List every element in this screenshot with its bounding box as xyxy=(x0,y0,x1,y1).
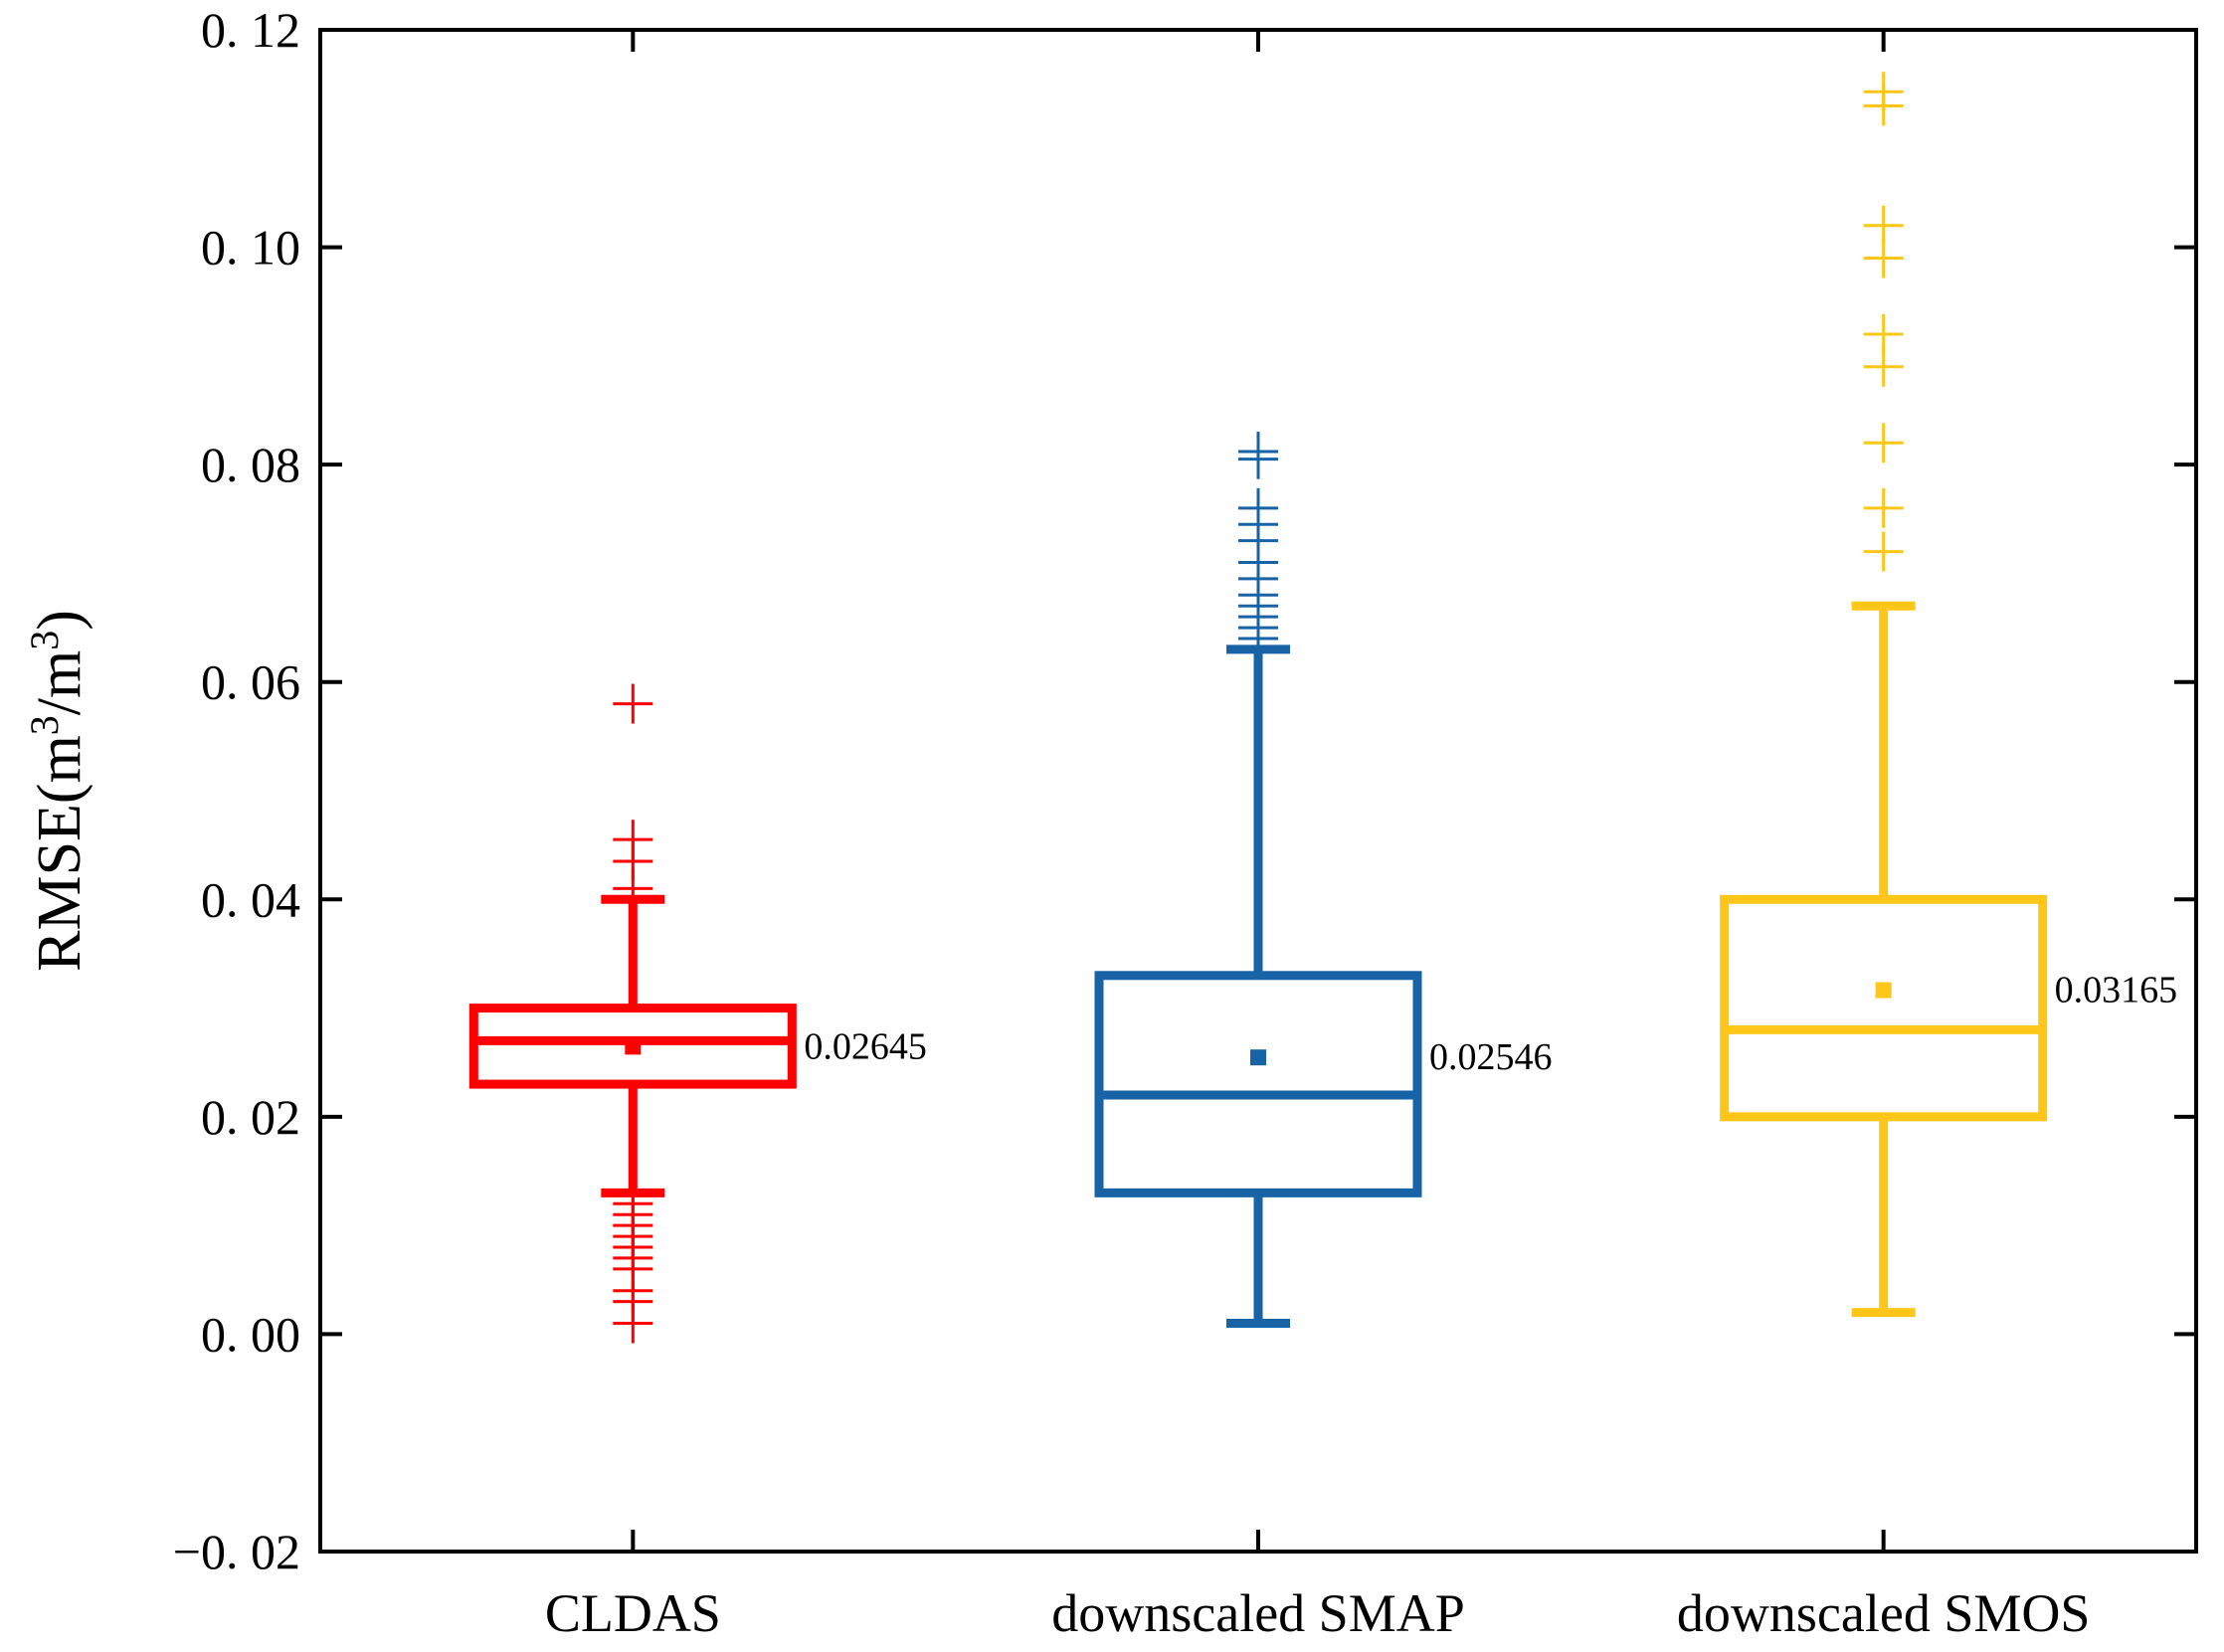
mean-label: 0.03165 xyxy=(2055,970,2178,1011)
y-tick-label: −0. 02 xyxy=(173,1524,300,1579)
box-group: 0.02546 xyxy=(1094,432,1553,1328)
mean-label: 0.02645 xyxy=(804,1025,927,1067)
mean-marker xyxy=(1875,982,1892,999)
plot-area: 0.02645 0.02546 0.03165 xyxy=(468,72,2178,1344)
outlier-marker xyxy=(1863,238,1904,278)
box-group: 0.02645 xyxy=(468,683,927,1344)
y-tick-label: 0. 10 xyxy=(201,220,300,275)
outlier-marker xyxy=(613,868,653,909)
y-axis: −0. 02 0. 00 0. 02 0. 04 0. 06 0. 08 0. 10 0. 1… xyxy=(173,2,2196,1579)
outlier-marker xyxy=(1863,423,1904,463)
y-tick-label: 0. 08 xyxy=(201,437,300,492)
box-iqr xyxy=(1094,971,1422,1197)
outlier-marker xyxy=(1863,531,1904,572)
mean-marker xyxy=(1250,1049,1266,1066)
y-tick-label: 0. 04 xyxy=(201,871,300,927)
x-category-label: downscaled SMAP xyxy=(1051,1583,1465,1643)
outlier-marker xyxy=(1863,86,1904,126)
outlier-marker xyxy=(1863,346,1904,387)
y-tick-label: 0. 06 xyxy=(201,654,300,710)
x-category-label: downscaled SMOS xyxy=(1677,1583,2091,1643)
y-tick-label: 0. 00 xyxy=(201,1306,300,1362)
outlier-marker xyxy=(613,1303,653,1344)
outlier-marker xyxy=(1238,439,1278,479)
outlier-marker xyxy=(1238,619,1278,658)
y-axis-label: RMSE(m3/m3) xyxy=(22,610,93,972)
mean-label: 0.02546 xyxy=(1429,1036,1553,1078)
x-axis: CLDAS downscaled SMAP downscaled SMOS xyxy=(545,30,2091,1643)
y-tick-label: 0. 12 xyxy=(201,2,300,58)
outlier-marker xyxy=(613,683,653,724)
x-category-label: CLDAS xyxy=(545,1583,721,1643)
box-group: 0.03165 xyxy=(1720,72,2178,1318)
y-tick-label: 0. 02 xyxy=(201,1089,300,1145)
mean-marker xyxy=(625,1038,642,1055)
outlier-marker xyxy=(1863,487,1904,528)
box-iqr xyxy=(1720,894,2048,1122)
